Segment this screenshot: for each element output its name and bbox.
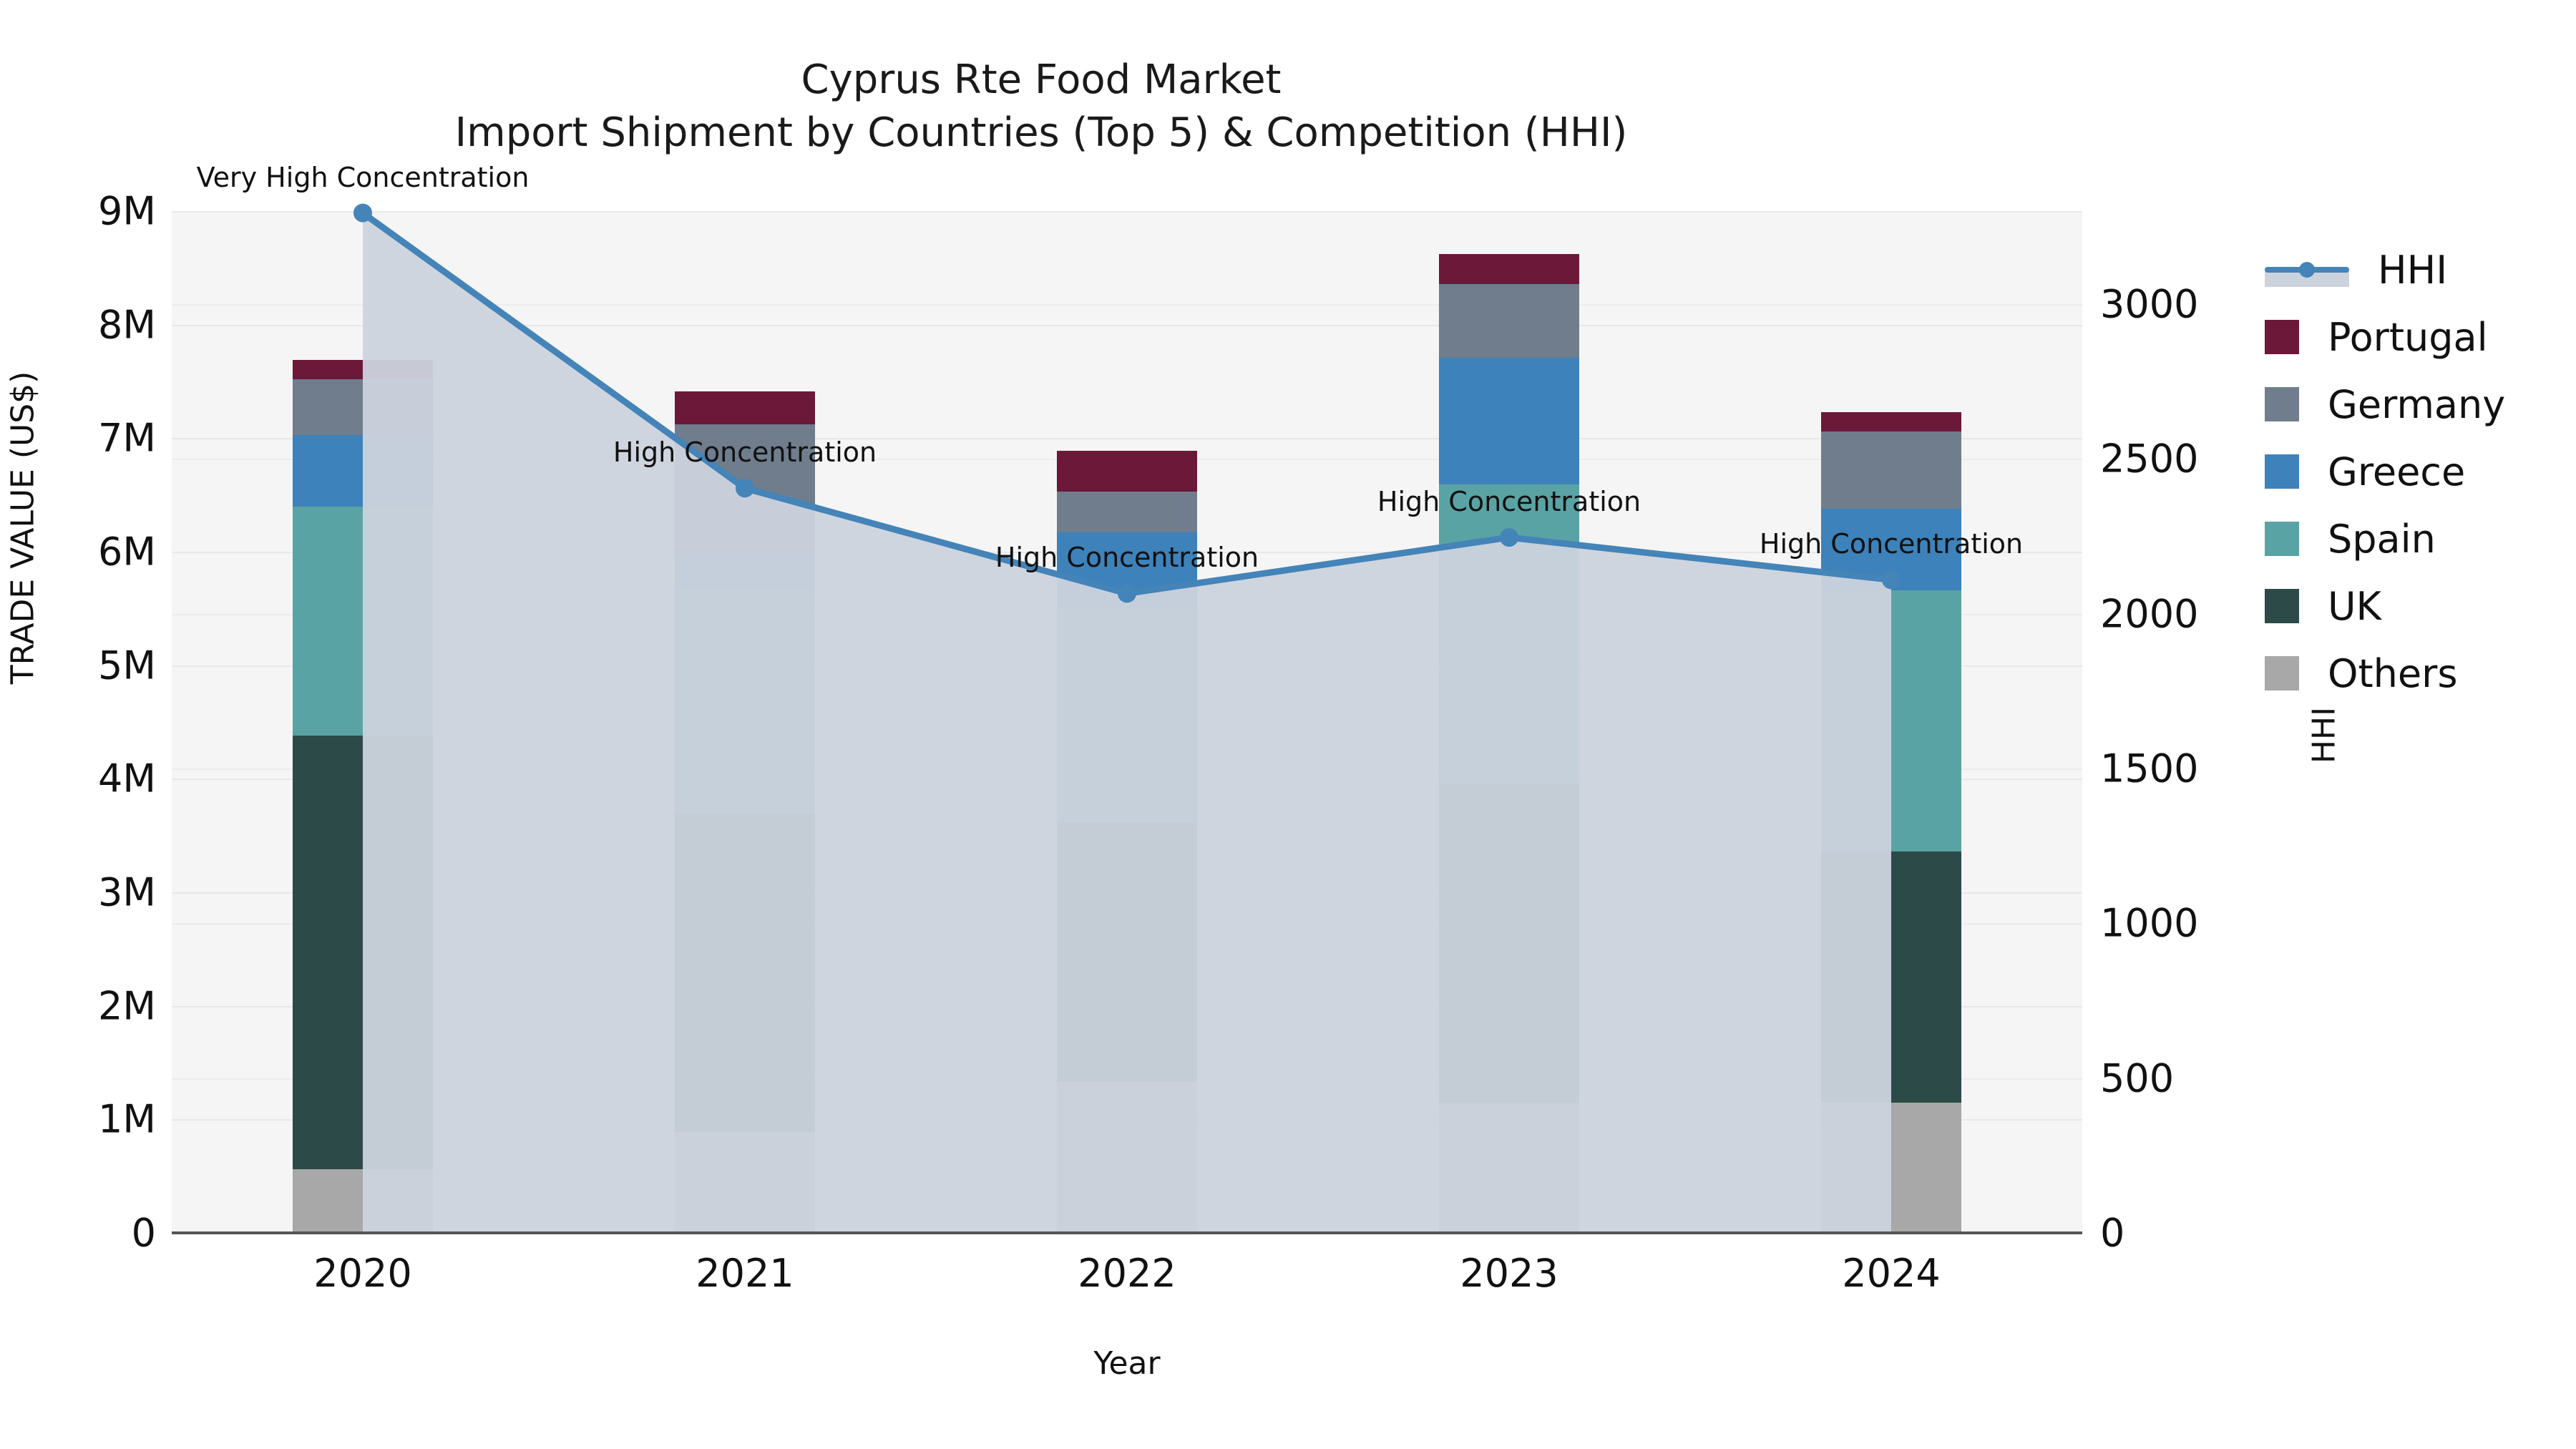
y-axis-left-tick: 6M xyxy=(98,529,156,575)
y-axis-left-tick: 9M xyxy=(98,188,156,234)
y-axis-right-tick: 3000 xyxy=(2100,281,2199,327)
legend-label: HHI xyxy=(2378,247,2448,293)
legend-item-uk[interactable]: UK xyxy=(2265,572,2505,640)
legend-item-greece[interactable]: Greece xyxy=(2265,438,2505,505)
concentration-annotation: High Concentration xyxy=(1377,486,1641,518)
concentration-annotation: High Concentration xyxy=(995,542,1259,574)
legend-swatch xyxy=(2265,387,2299,421)
y-axis-right-tick: 1500 xyxy=(2100,746,2199,791)
legend: HHI Portugal Germany Greece Spain UK Others xyxy=(2265,236,2505,707)
x-axis-tick: 2020 xyxy=(313,1251,412,1296)
y-axis-left-tick: 3M xyxy=(98,869,156,915)
y-axis-right-tick: 2500 xyxy=(2100,436,2199,482)
bar-segment-portugal[interactable] xyxy=(1821,411,1961,431)
hhi-marker[interactable] xyxy=(1118,584,1136,603)
bar-segment-greece[interactable] xyxy=(1439,357,1579,485)
legend-swatch xyxy=(2265,656,2299,691)
legend-swatch xyxy=(2265,320,2299,354)
y-axis-left-label: TRADE VALUE (US$) xyxy=(4,371,42,685)
gridline xyxy=(172,438,2082,440)
x-axis-tick: 2022 xyxy=(1078,1251,1176,1296)
legend-label: Germany xyxy=(2328,381,2506,427)
y-axis-left-tick: 5M xyxy=(98,643,156,688)
x-axis-tick: 2024 xyxy=(1842,1251,1941,1296)
legend-label: Others xyxy=(2328,650,2458,696)
x-axis-tick: 2023 xyxy=(1460,1251,1558,1296)
legend-item-germany[interactable]: Germany xyxy=(2265,371,2505,438)
hhi-marker[interactable] xyxy=(1500,528,1518,547)
y-axis-left-tick: 1M xyxy=(98,1096,156,1142)
legend-item-others[interactable]: Others xyxy=(2265,640,2505,707)
y-axis-right-tick: 0 xyxy=(2100,1210,2125,1256)
legend-swatch xyxy=(2265,522,2299,556)
concentration-annotation: High Concentration xyxy=(613,436,877,469)
y-axis-right-tick: 2000 xyxy=(2100,591,2199,637)
y-axis-left-tick: 7M xyxy=(98,415,156,461)
y-axis-right-tick: 1000 xyxy=(2100,900,2199,946)
chart-title-block: Cyprus Rte Food Market Import Shipment b… xyxy=(0,54,2082,160)
hhi-marker[interactable] xyxy=(736,479,754,498)
gridline xyxy=(172,211,2082,213)
y-axis-right-tick: 500 xyxy=(2100,1055,2175,1101)
concentration-annotation: High Concentration xyxy=(1759,528,2024,560)
bar-segment-portugal[interactable] xyxy=(1439,254,1579,284)
plot-area: Very High Concentration High Concentratio… xyxy=(172,162,2082,1234)
legend-item-portugal[interactable]: Portugal xyxy=(2265,303,2505,371)
hhi-area-fill xyxy=(363,213,1891,1233)
x-axis-line xyxy=(172,1231,2082,1234)
legend-line-marker xyxy=(2265,253,2349,287)
concentration-annotation: Very High Concentration xyxy=(196,161,530,193)
bar-segment-germany[interactable] xyxy=(1439,283,1579,358)
bar-segment-portugal[interactable] xyxy=(675,391,815,425)
y-axis-left-tick: 8M xyxy=(98,302,156,348)
legend-item-hhi[interactable]: HHI xyxy=(2265,236,2505,303)
chart-title-line-2: Import Shipment by Countries (Top 5) & C… xyxy=(454,109,1628,156)
legend-label: UK xyxy=(2328,583,2381,629)
y-axis-left-tick: 2M xyxy=(98,983,156,1029)
bar-segment-portugal[interactable] xyxy=(1057,450,1197,492)
hhi-markers xyxy=(353,203,1901,603)
bar-segment-germany[interactable] xyxy=(1057,491,1197,533)
legend-item-spain[interactable]: Spain xyxy=(2265,505,2505,572)
gridline-secondary xyxy=(172,303,2082,306)
gridline xyxy=(172,324,2082,326)
legend-label: Greece xyxy=(2328,449,2466,494)
x-axis-tick: 2021 xyxy=(696,1251,794,1296)
legend-swatch xyxy=(2265,589,2299,623)
legend-swatch xyxy=(2265,454,2299,489)
hhi-line-layer xyxy=(353,203,1901,1233)
chart-title-line-1: Cyprus Rte Food Market xyxy=(801,57,1282,103)
y-axis-left-tick: 0 xyxy=(131,1210,156,1256)
legend-label: Portugal xyxy=(2328,314,2488,360)
hhi-marker[interactable] xyxy=(353,203,372,223)
legend-label: Spain xyxy=(2328,516,2436,562)
bar-segment-germany[interactable] xyxy=(1821,431,1961,509)
y-axis-left-tick: 4M xyxy=(98,756,156,801)
hhi-marker[interactable] xyxy=(1882,570,1901,590)
x-axis-label: Year xyxy=(1093,1345,1161,1382)
